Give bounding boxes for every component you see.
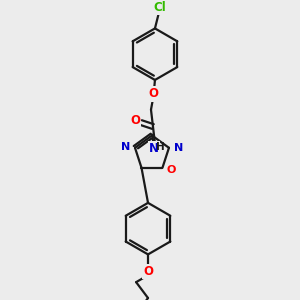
Text: O: O	[167, 165, 176, 175]
Text: O: O	[130, 114, 140, 127]
Text: N: N	[121, 142, 130, 152]
Text: O: O	[143, 265, 153, 278]
Text: Cl: Cl	[154, 1, 166, 14]
Text: H: H	[155, 142, 164, 152]
Text: O: O	[148, 87, 158, 100]
Text: N: N	[174, 143, 183, 153]
Text: N: N	[149, 142, 159, 155]
